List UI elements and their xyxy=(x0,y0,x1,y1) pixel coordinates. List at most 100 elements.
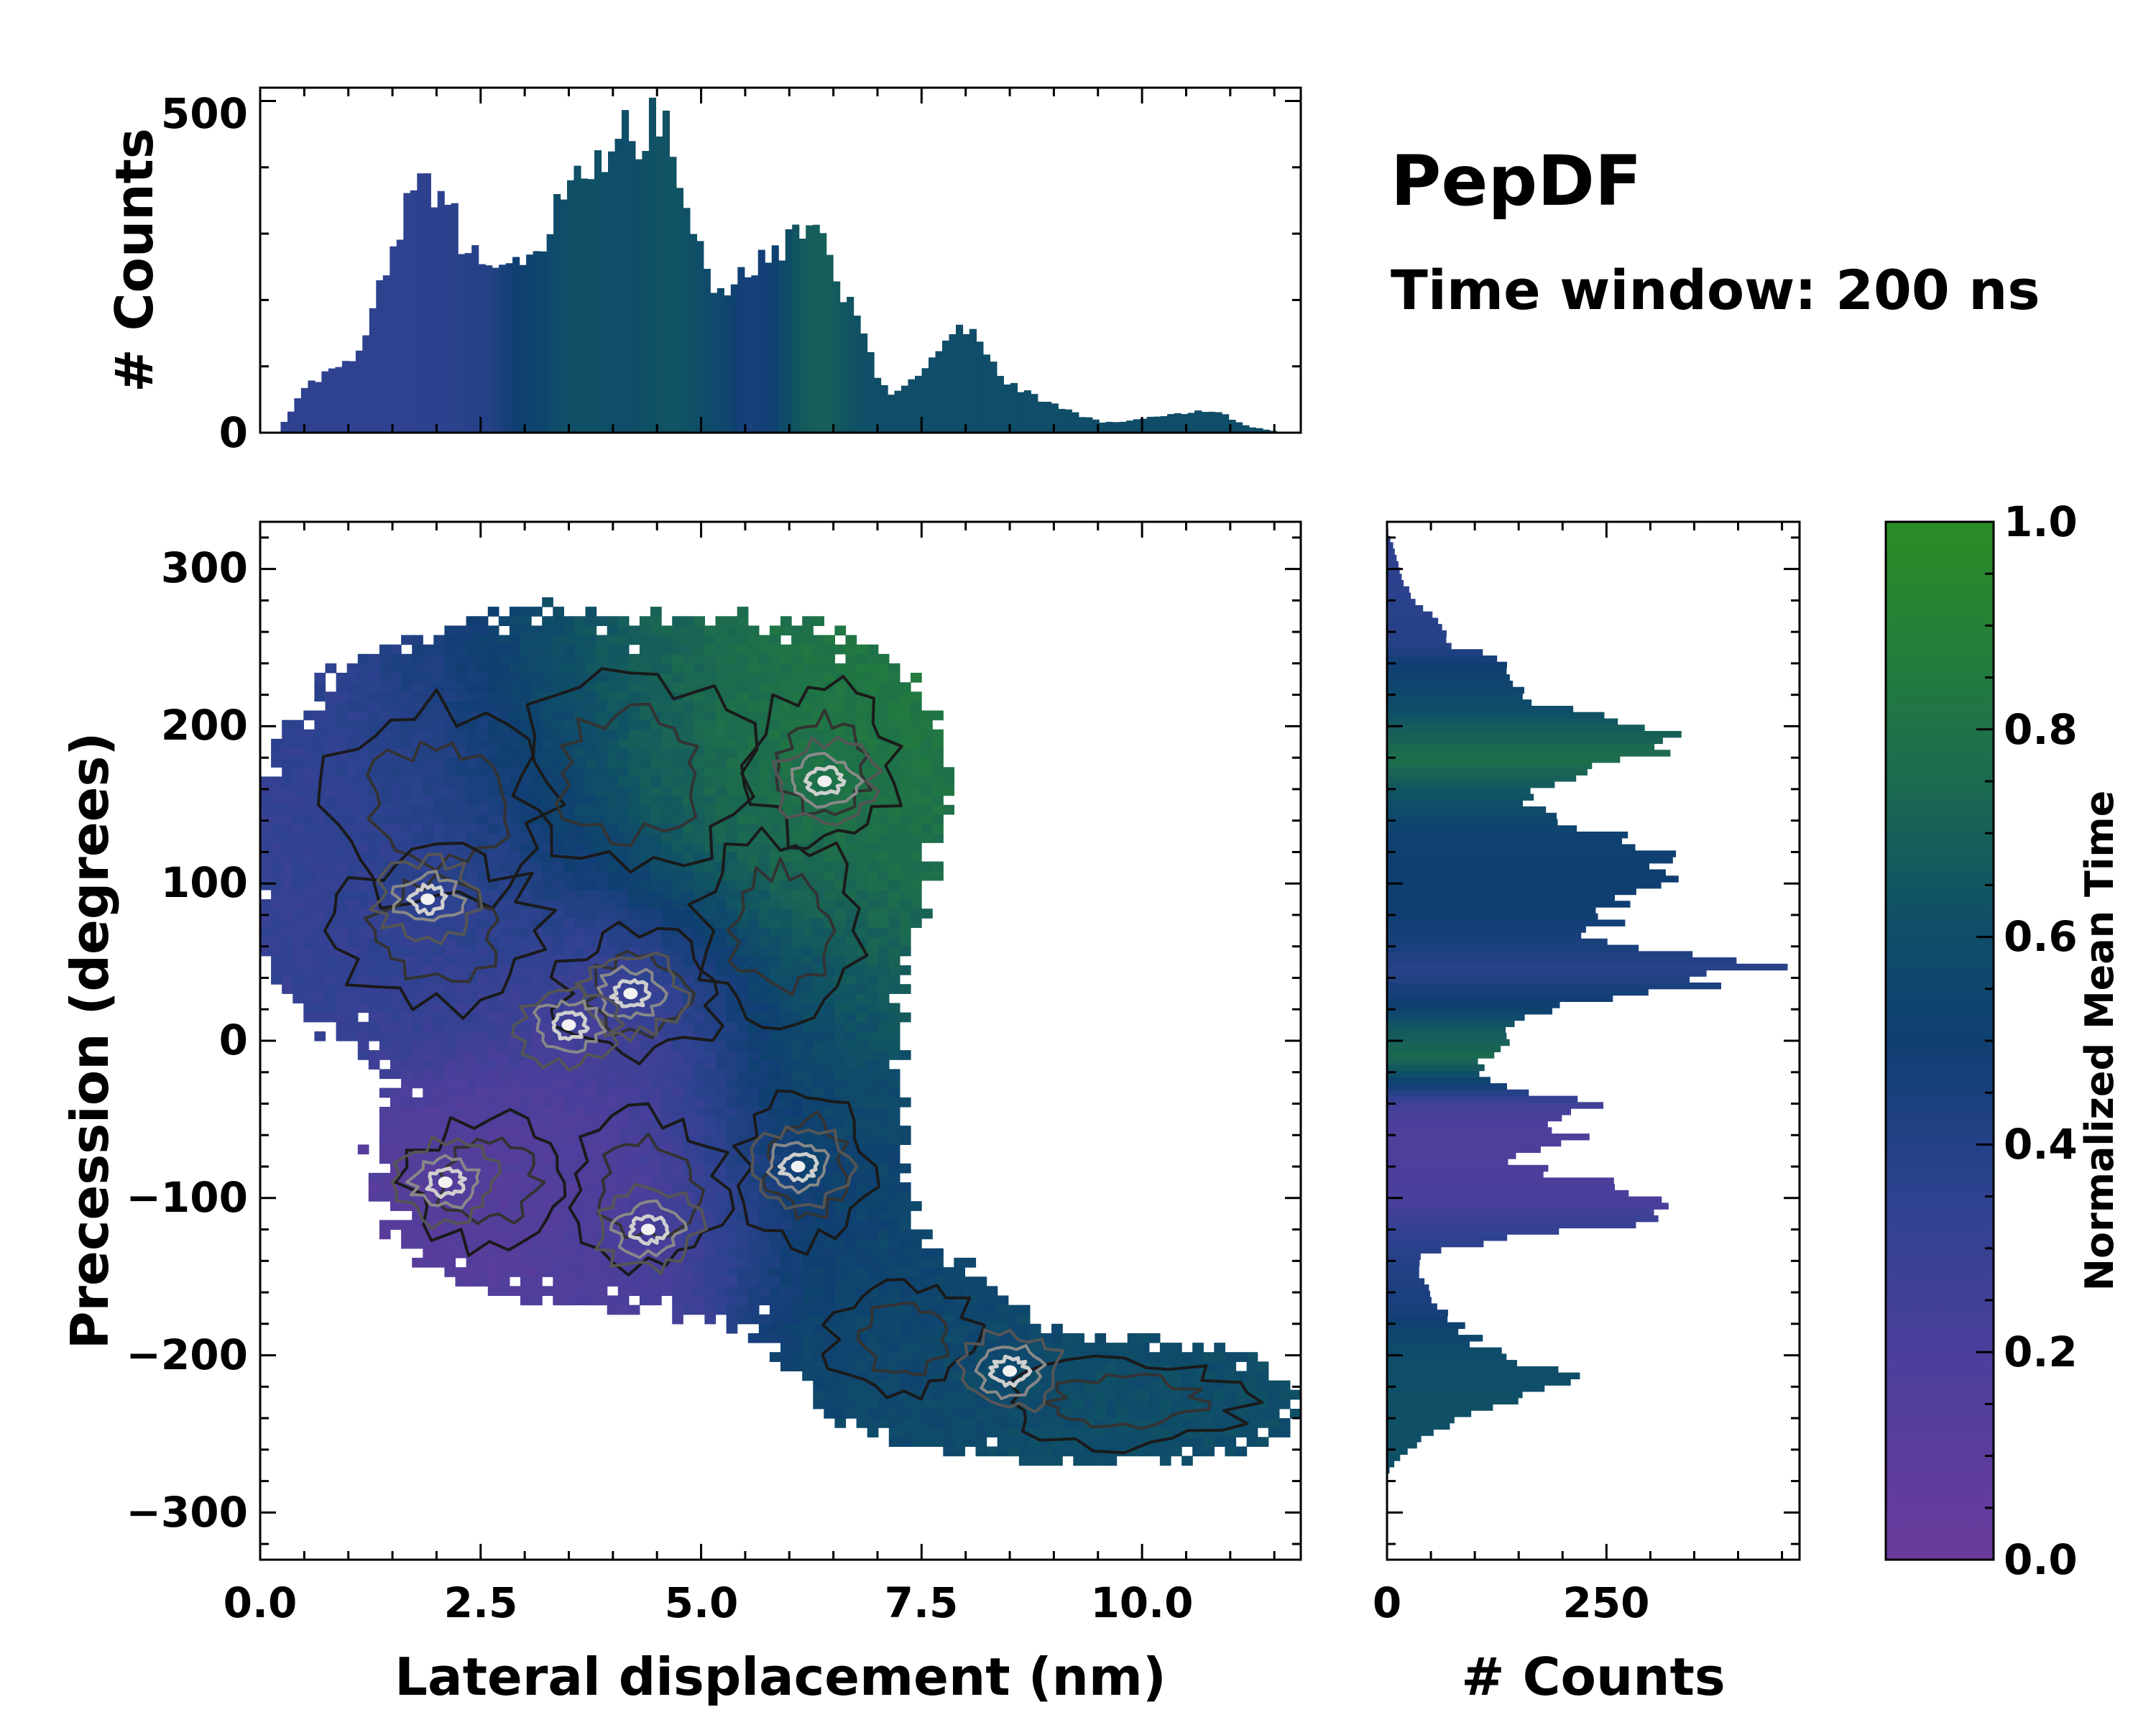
density-cell xyxy=(271,890,282,900)
density-cell xyxy=(628,1041,640,1051)
density-cell xyxy=(639,682,651,692)
density-cell xyxy=(282,984,293,994)
density-cell xyxy=(574,1126,586,1136)
density-cell xyxy=(498,1257,510,1268)
density-cell xyxy=(520,719,532,730)
density-cell xyxy=(271,880,282,891)
density-cell xyxy=(509,673,521,683)
top-histogram-bar xyxy=(642,151,650,433)
density-cell xyxy=(390,691,402,702)
density-cell xyxy=(628,870,640,881)
density-cell xyxy=(346,729,359,740)
density-cell xyxy=(1268,1399,1280,1409)
density-cell xyxy=(867,842,879,852)
density-cell xyxy=(433,1059,445,1070)
density-cell xyxy=(769,1286,781,1296)
top-histogram-bar xyxy=(321,371,329,433)
density-cell xyxy=(476,1041,489,1051)
density-cell xyxy=(314,975,326,985)
density-cell xyxy=(726,653,738,664)
density-cell xyxy=(824,673,835,683)
density-cell xyxy=(758,1220,770,1230)
density-cell xyxy=(357,880,369,891)
density-cell xyxy=(715,804,727,815)
density-cell xyxy=(911,738,922,749)
density-cell xyxy=(639,1267,651,1277)
density-cell xyxy=(1095,1389,1107,1400)
right-histogram-bar xyxy=(1387,1429,1434,1436)
density-cell xyxy=(1041,1446,1052,1457)
density-cell xyxy=(704,1041,717,1051)
right-histogram-bar xyxy=(1387,1416,1455,1424)
density-cell xyxy=(574,908,586,919)
density-cell xyxy=(563,673,575,683)
density-cell xyxy=(542,1248,553,1259)
density-cell xyxy=(314,691,326,702)
density-cell xyxy=(683,1267,694,1277)
density-cell xyxy=(303,870,315,881)
density-cell xyxy=(867,1106,879,1117)
density-cell xyxy=(433,710,445,721)
density-cell xyxy=(747,644,760,655)
density-cell xyxy=(563,1286,575,1296)
top-histogram-bar xyxy=(519,264,527,433)
density-cell xyxy=(303,908,315,919)
density-cell xyxy=(1116,1343,1128,1353)
top-histogram-bar xyxy=(1031,394,1038,433)
density-cell xyxy=(758,673,770,683)
density-cell xyxy=(932,1295,944,1306)
density-cell xyxy=(498,1078,510,1089)
density-cell xyxy=(824,1380,835,1391)
density-cell xyxy=(867,1012,879,1023)
density-contour xyxy=(394,1108,567,1257)
density-cell xyxy=(498,1220,510,1230)
density-cell xyxy=(834,1078,847,1089)
density-cell xyxy=(834,644,847,655)
density-cell xyxy=(444,748,456,758)
density-cell xyxy=(964,1257,977,1268)
density-cell xyxy=(628,1069,640,1080)
density-cell xyxy=(1018,1305,1031,1315)
density-cell xyxy=(986,1295,998,1306)
density-cell xyxy=(737,644,749,655)
density-cell xyxy=(585,1106,597,1117)
density-cell xyxy=(509,607,521,617)
density-cell xyxy=(423,965,434,975)
density-cell xyxy=(911,804,922,815)
density-cell xyxy=(531,653,543,664)
density-cell xyxy=(542,616,553,626)
density-cell xyxy=(390,824,402,834)
density-cell xyxy=(964,1427,977,1438)
density-cell xyxy=(921,870,933,881)
density-cell xyxy=(390,1116,402,1126)
density-cell xyxy=(346,786,359,796)
density-cell xyxy=(639,616,651,626)
density-cell xyxy=(314,955,326,966)
density-cell xyxy=(401,710,413,721)
density-cell xyxy=(466,1172,478,1183)
density-cell xyxy=(617,1087,630,1098)
density-cell xyxy=(476,1012,489,1023)
density-cell xyxy=(747,890,760,900)
density-cell xyxy=(357,890,369,900)
density-cell xyxy=(596,701,608,712)
density-cell xyxy=(888,1126,900,1136)
density-cell xyxy=(661,625,673,636)
density-cell xyxy=(336,758,348,768)
density-cell xyxy=(834,682,847,692)
density-cell xyxy=(336,719,348,730)
density-cell xyxy=(1127,1399,1139,1409)
density-cell xyxy=(271,937,282,947)
density-cell xyxy=(574,870,586,881)
density-cell xyxy=(683,616,694,626)
density-cell xyxy=(520,1126,532,1136)
top-histogram-bar xyxy=(601,172,609,433)
top-histogram-bar xyxy=(655,136,663,433)
density-cell xyxy=(487,1106,499,1117)
density-cell xyxy=(596,908,608,919)
density-cell xyxy=(282,908,293,919)
density-cell xyxy=(758,993,770,1004)
density-cell xyxy=(683,1059,694,1070)
density-cell xyxy=(498,852,510,862)
density-cell xyxy=(563,1163,575,1174)
